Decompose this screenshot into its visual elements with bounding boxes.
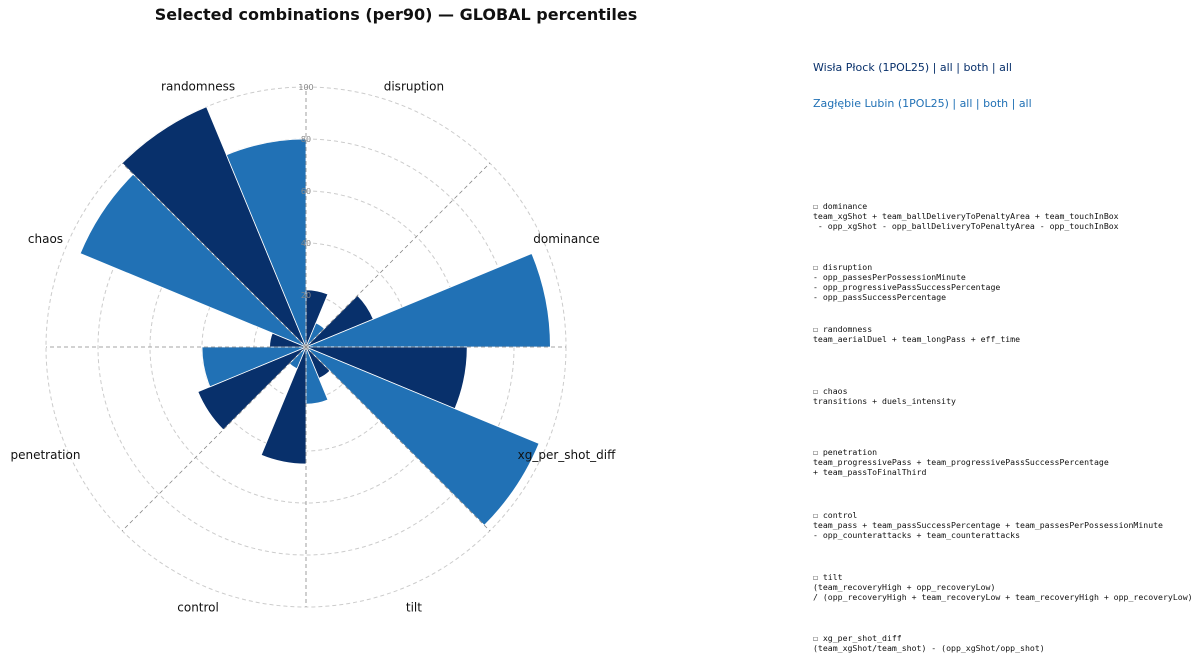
radial-ticks: 20 40 60 80 100 <box>298 83 313 300</box>
r-tick-label: 60 <box>301 187 311 196</box>
definition-formula: team_progressivePass + team_progressiveP… <box>813 457 1109 477</box>
r-tick-label: 100 <box>298 83 313 92</box>
definition-formula: team_xgShot + team_ballDeliveryToPenalty… <box>813 211 1119 231</box>
definition-formula: team_pass + team_passSuccessPercentage +… <box>813 520 1163 540</box>
bar-control-series-1 <box>260 346 307 465</box>
bar-randomness-series-2 <box>225 138 307 348</box>
bar-dominance-series-2 <box>305 252 551 348</box>
category-label-randomness: randomness <box>161 79 235 93</box>
spoke-line <box>121 162 307 348</box>
legend-entry-series-1: Wisła Płock (1POL25) | all | both | all <box>813 61 1012 74</box>
category-label-xg-per-shot-diff: xg_per_shot_diff <box>518 448 617 462</box>
definition-label: ☐ chaos <box>813 386 848 396</box>
definition-label: ☐ xg_per_shot_diff <box>813 633 902 643</box>
definition-label: ☐ penetration <box>813 447 878 457</box>
chart-title: Selected combinations (per90) — GLOBAL p… <box>155 5 637 24</box>
definition-formula: - opp_passesPerPossessionMinute - opp_pr… <box>813 272 1001 302</box>
definition-formula: (team_recoveryHigh + opp_recoveryLow) / … <box>813 582 1193 602</box>
legend-label-series-2: Zagłębie Lubin (1POL25) | all | both | a… <box>813 97 1032 110</box>
r-tick-label: 20 <box>301 291 311 300</box>
bar-penetration-series-2 <box>201 346 307 388</box>
category-label-chaos: chaos <box>28 232 63 246</box>
definition-label: ☐ randomness <box>813 324 873 334</box>
category-label-disruption: disruption <box>384 79 444 93</box>
spoke-line <box>305 346 491 532</box>
polar-bars <box>79 106 551 526</box>
definition-randomness: ☐ randomness team_aerialDuel + team_longP… <box>813 324 1020 344</box>
category-label-penetration: penetration <box>10 448 80 462</box>
spoke-line <box>305 162 491 348</box>
category-label-control: control <box>177 601 219 615</box>
category-label-dominance: dominance <box>533 232 600 246</box>
definition-penetration: ☐ penetration team_progressivePass + team… <box>813 447 1109 477</box>
bar-penetration-series-1 <box>197 346 307 431</box>
definition-tilt: ☐ tilt (team_recoveryHigh + opp_recoveryL… <box>813 572 1193 602</box>
legend-entry-series-2: Zagłębie Lubin (1POL25) | all | both | a… <box>813 97 1032 110</box>
definition-label: ☐ control <box>813 510 858 520</box>
definition-formula: transitions + duels_intensity <box>813 396 956 406</box>
r-tick-label: 80 <box>301 135 311 144</box>
r-tick-label: 40 <box>301 239 311 248</box>
spoke-line <box>121 346 307 532</box>
category-label-tilt: tilt <box>406 601 422 615</box>
definition-control: ☐ control team_pass + team_passSuccessPer… <box>813 510 1163 540</box>
definition-label: ☐ tilt <box>813 572 843 582</box>
polar-spokes <box>46 87 566 607</box>
definition-label: ☐ disruption <box>813 262 873 272</box>
definition-formula: (team_xgShot/team_shot) - (opp_xgShot/op… <box>813 643 1045 653</box>
definition-disruption: ☐ disruption - opp_passesPerPossessionMin… <box>813 262 1000 302</box>
definition-dominance: ☐ dominance team_xgShot + team_ballDelive… <box>813 201 1119 231</box>
definition-formula: team_aerialDuel + team_longPass + eff_ti… <box>813 334 1021 344</box>
definition-xg-per-shot-diff: ☐ xg_per_shot_diff (team_xgShot/team_shot… <box>813 633 1045 653</box>
legend-label-series-1: Wisła Płock (1POL25) | all | both | all <box>813 61 1012 74</box>
definition-label: ☐ dominance <box>813 201 868 211</box>
definition-chaos: ☐ chaos transitions + duels_intensity <box>813 386 956 406</box>
